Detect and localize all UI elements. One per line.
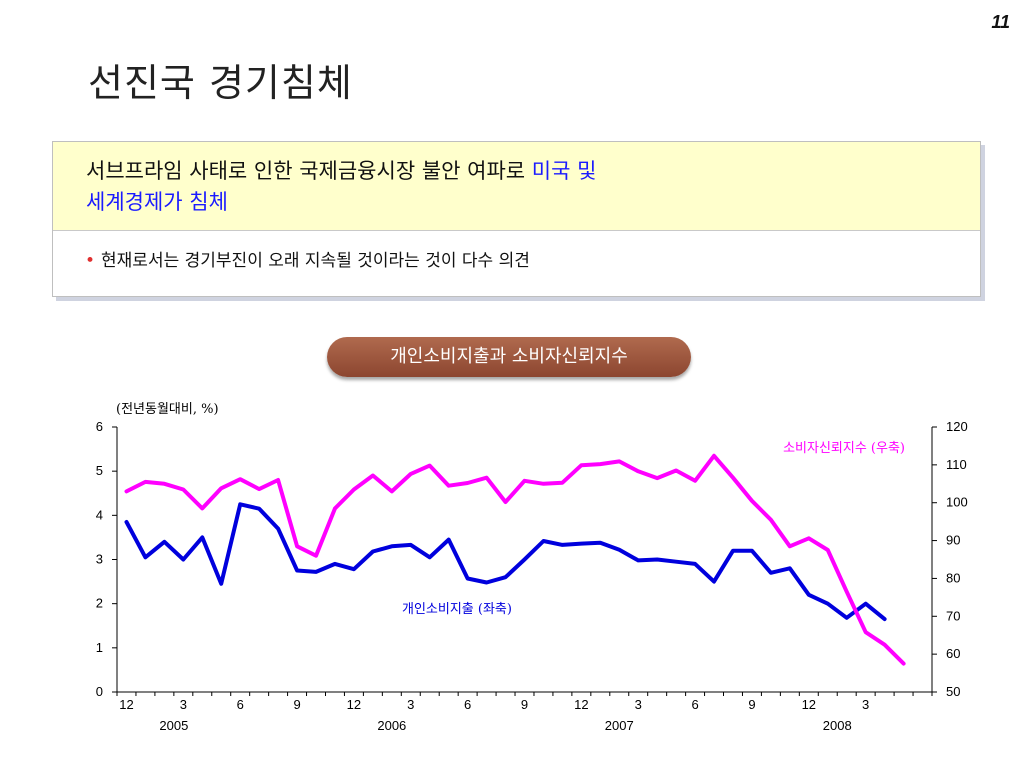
x-axis-year-label: 2005 xyxy=(159,718,188,733)
x-axis-tick-label: 12 xyxy=(802,697,816,712)
summary-box: 서브프라임 사태로 인한 국제금융시장 불안 여파로 미국 및 세계경제가 침체… xyxy=(52,141,981,297)
consumption-series-line xyxy=(124,502,887,622)
x-axis-tick-label: 9 xyxy=(521,697,528,712)
x-axis-tick-label: 6 xyxy=(691,697,698,712)
right-axis-tick-label: 70 xyxy=(946,608,960,623)
headline-highlight-2: 세계경제가 침체 xyxy=(86,190,228,214)
summary-bullet: • 현재로서는 경기부진이 오래 지속될 것이라는 것이 다수 의견 xyxy=(53,231,980,271)
x-axis-year-label: 2007 xyxy=(605,718,634,733)
bullet-text: 현재로서는 경기부진이 오래 지속될 것이라는 것이 다수 의견 xyxy=(101,251,530,271)
x-axis-tick-label: 3 xyxy=(407,697,414,712)
left-axis-tick-label: 2 xyxy=(96,596,103,611)
x-axis-tick-label: 12 xyxy=(574,697,588,712)
confidence-series-line xyxy=(124,453,906,666)
bullet-dot-icon: • xyxy=(85,251,96,271)
x-axis-tick-label: 3 xyxy=(862,697,869,712)
right-axis-tick-label: 50 xyxy=(946,684,960,699)
left-axis-tick-label: 5 xyxy=(96,463,103,478)
x-axis-tick-label: 9 xyxy=(748,697,755,712)
right-axis-tick-label: 100 xyxy=(946,495,968,510)
headline-text: 서브프라임 사태로 인한 국제금융시장 불안 여파로 xyxy=(86,159,532,183)
x-axis-year-label: 2008 xyxy=(823,718,852,733)
x-axis-tick-label: 3 xyxy=(180,697,187,712)
x-axis-tick-label: 12 xyxy=(347,697,361,712)
slide-title: 선진국 경기침체 xyxy=(88,61,353,105)
consumption-series-label: 개인소비지출 (좌축) xyxy=(402,602,512,617)
unit-label: (전년동월대비, %) xyxy=(116,402,219,417)
left-axis-tick-label: 4 xyxy=(96,507,103,522)
right-axis-tick-label: 120 xyxy=(946,419,968,434)
chart-title-button[interactable]: 개인소비지출과 소비자신뢰지수 xyxy=(327,337,691,377)
right-axis-tick-label: 80 xyxy=(946,570,960,585)
left-axis-tick-label: 0 xyxy=(96,684,103,699)
right-axis-tick-label: 60 xyxy=(946,646,960,661)
x-axis-year-label: 2006 xyxy=(377,718,406,733)
right-axis-tick-label: 110 xyxy=(946,457,967,472)
x-axis-tick-label: 6 xyxy=(464,697,471,712)
left-axis-tick-label: 1 xyxy=(96,640,103,655)
headline-highlight-1: 미국 및 xyxy=(531,159,597,183)
x-axis-tick-label: 12 xyxy=(119,697,133,712)
right-axis-tick-label: 90 xyxy=(946,533,960,548)
page-number: 11 xyxy=(991,12,1010,32)
summary-headline: 서브프라임 사태로 인한 국제금융시장 불안 여파로 미국 및 세계경제가 침체 xyxy=(53,142,980,231)
x-axis-tick-label: 6 xyxy=(237,697,244,712)
confidence-series-label: 소비자신뢰지수 (우축) xyxy=(783,441,905,456)
x-axis-tick-label: 3 xyxy=(635,697,642,712)
left-axis-tick-label: 3 xyxy=(96,552,103,567)
x-axis-tick-label: 9 xyxy=(293,697,300,712)
left-axis-tick-label: 6 xyxy=(96,419,103,434)
